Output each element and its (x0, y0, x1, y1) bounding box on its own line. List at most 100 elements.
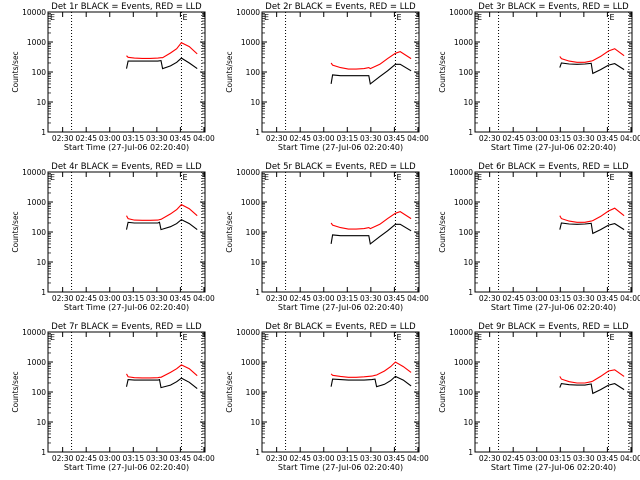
y-tick-label: 100 (459, 228, 474, 237)
y-axis-label: Counts/sec (11, 211, 20, 252)
x-tick-label: 03:45 (597, 454, 619, 463)
x-tick-label: 02:30 (266, 294, 288, 303)
corner-mark-marker: E (182, 333, 187, 342)
y-axis-label: Counts/sec (225, 371, 234, 412)
series-line-lld (330, 210, 412, 230)
x-tick-label: 03:30 (360, 294, 382, 303)
series-line-events (125, 218, 198, 231)
y-tick-label: 10 (36, 258, 46, 267)
y-tick-label: 10000 (22, 328, 46, 337)
x-tick-label: 02:30 (52, 294, 74, 303)
series-line-lld (559, 369, 625, 384)
panel-title: Det 7r BLACK = Events, RED = LLD (51, 322, 202, 332)
x-tick-label: 03:30 (360, 454, 382, 463)
x-tick-label: 03:15 (549, 294, 571, 303)
x-tick-label: 03:00 (526, 294, 548, 303)
y-tick-label: 1 (255, 288, 260, 297)
x-tick-label: 03:30 (360, 134, 382, 143)
x-axis-label: Start Time (27-Jul-06 02:20:40) (491, 463, 616, 472)
y-tick-label: 10 (36, 98, 46, 107)
y-tick-label: 1000 (241, 38, 260, 47)
panel-title: Det 9r BLACK = Events, RED = LLD (478, 322, 629, 332)
series-line-events (330, 63, 412, 85)
panel-det-9: Det 9r BLACK = Events, RED = LLD 1 10 100 10… (438, 322, 640, 472)
panel-det-7: Det 7r BLACK = Events, RED = LLD 1 10 100 10… (11, 322, 215, 472)
y-tick-label: 1000 (454, 198, 473, 207)
y-tick-label: 1 (41, 448, 46, 457)
panel-det-1: Det 1r BLACK = Events, RED = LLD 1 10 100 10… (11, 2, 215, 152)
x-tick-label: 04:00 (620, 454, 640, 463)
series-line-lld (559, 48, 625, 63)
x-axis-label: Start Time (27-Jul-06 02:20:40) (278, 303, 403, 312)
y-tick-label: 1000 (27, 198, 46, 207)
x-tick-label: 03:45 (597, 134, 619, 143)
y-tick-label: 100 (246, 228, 261, 237)
panel-title: Det 1r BLACK = Events, RED = LLD (51, 2, 202, 12)
y-tick-label: 1 (468, 288, 473, 297)
corner-mark-marker: E (396, 173, 401, 182)
y-tick-label: 1 (41, 128, 46, 137)
y-tick-label: 10 (250, 98, 260, 107)
series-line-events (125, 377, 198, 390)
x-tick-label: 02:30 (52, 454, 74, 463)
x-tick-label: 03:00 (313, 454, 335, 463)
x-tick-label: 02:45 (502, 454, 524, 463)
x-tick-label: 02:30 (266, 454, 288, 463)
panel-title: Det 4r BLACK = Events, RED = LLD (51, 162, 202, 172)
y-tick-label: 10000 (449, 168, 473, 177)
x-tick-label: 04:00 (620, 134, 640, 143)
y-tick-label: 1000 (241, 358, 260, 367)
panel-title: Det 8r BLACK = Events, RED = LLD (265, 322, 416, 332)
x-tick-label: 03:45 (384, 134, 406, 143)
corner-mark-left: E (264, 173, 269, 182)
x-tick-label: 03:30 (573, 294, 595, 303)
x-tick-label: 03:45 (384, 454, 406, 463)
x-tick-label: 03:15 (336, 454, 358, 463)
x-tick-label: 03:45 (170, 294, 192, 303)
y-tick-label: 1 (468, 448, 473, 457)
y-axis-label: Counts/sec (225, 211, 234, 252)
panel-det-6: Det 6r BLACK = Events, RED = LLD 1 10 100 10… (438, 162, 640, 312)
y-axis-label: Counts/sec (438, 371, 447, 412)
x-tick-label: 02:45 (502, 294, 524, 303)
y-tick-label: 100 (246, 388, 261, 397)
y-tick-label: 1 (255, 128, 260, 137)
x-tick-label: 03:15 (549, 454, 571, 463)
x-tick-label: 03:15 (122, 454, 144, 463)
x-tick-label: 03:45 (170, 134, 192, 143)
series-line-events (330, 223, 412, 245)
x-axis-label: Start Time (27-Jul-06 02:20:40) (278, 463, 403, 472)
x-tick-label: 04:00 (407, 454, 429, 463)
panel-det-5: Det 5r BLACK = Events, RED = LLD 1 10 100 10… (225, 162, 429, 312)
x-axis-label: Start Time (27-Jul-06 02:20:40) (491, 143, 616, 152)
corner-mark-left: E (50, 333, 55, 342)
y-tick-label: 1000 (27, 38, 46, 47)
x-tick-label: 03:30 (146, 454, 168, 463)
panel-title: Det 6r BLACK = Events, RED = LLD (478, 162, 629, 172)
x-tick-label: 03:30 (573, 454, 595, 463)
series-line-events (559, 382, 625, 395)
x-axis-label: Start Time (27-Jul-06 02:20:40) (491, 303, 616, 312)
x-tick-label: 02:45 (75, 454, 97, 463)
series-line-lld (559, 207, 625, 223)
corner-mark-marker: E (609, 173, 614, 182)
y-tick-label: 100 (32, 388, 47, 397)
series-line-events (559, 62, 625, 75)
y-tick-label: 10000 (449, 328, 473, 337)
corner-mark-left: E (477, 13, 482, 22)
y-axis-label: Counts/sec (11, 51, 20, 92)
series-line-events (559, 222, 625, 235)
x-tick-label: 02:45 (289, 294, 311, 303)
y-tick-label: 100 (459, 68, 474, 77)
corner-mark-marker: E (182, 173, 187, 182)
y-tick-label: 100 (32, 228, 47, 237)
corner-mark-marker: E (609, 333, 614, 342)
x-tick-label: 03:00 (313, 294, 335, 303)
x-tick-label: 03:00 (526, 134, 548, 143)
y-axis-label: Counts/sec (438, 51, 447, 92)
series-line-lld (330, 50, 412, 70)
x-tick-label: 03:30 (146, 294, 168, 303)
x-tick-label: 02:30 (52, 134, 74, 143)
x-tick-label: 03:45 (170, 454, 192, 463)
